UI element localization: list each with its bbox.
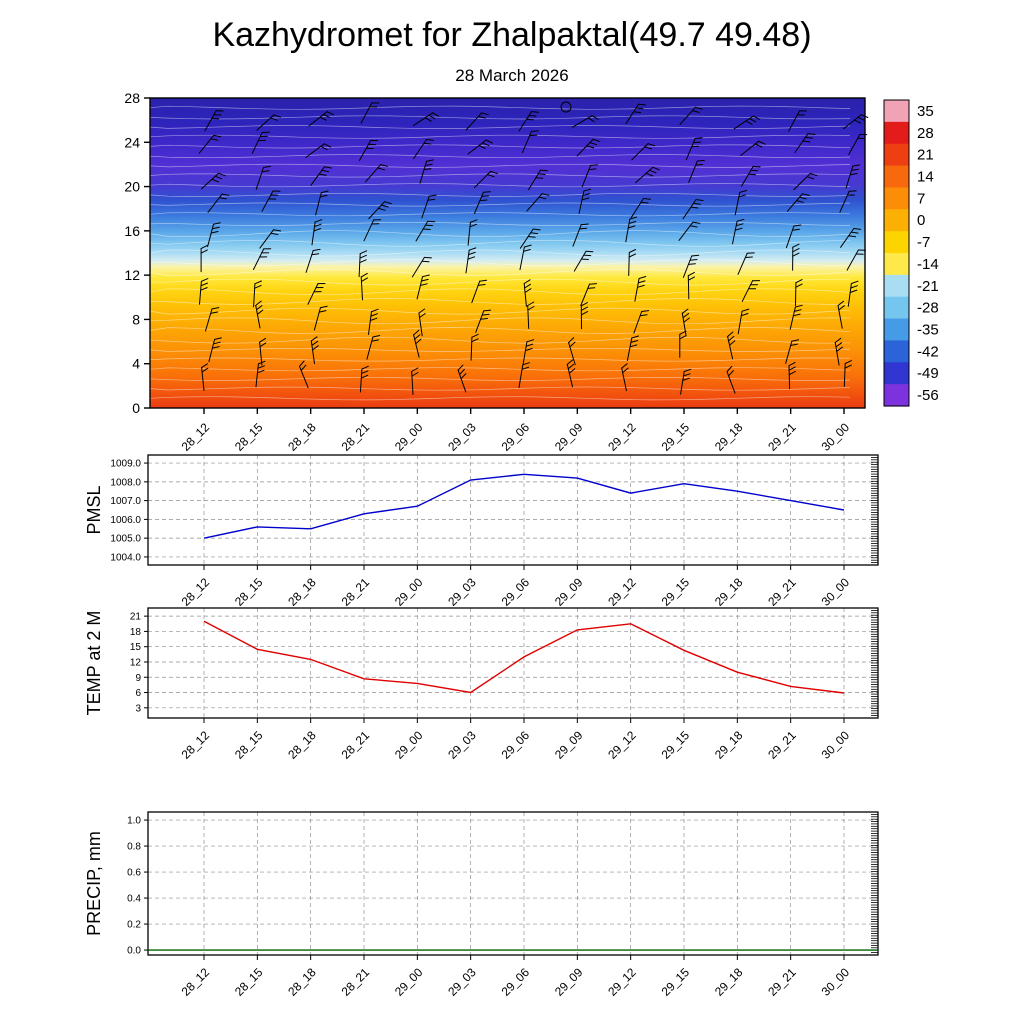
svg-text:24: 24 <box>124 134 140 150</box>
svg-text:29_00: 29_00 <box>392 965 426 999</box>
svg-text:29_12: 29_12 <box>605 965 639 999</box>
svg-text:TEMP at 2 M: TEMP at 2 M <box>84 611 104 716</box>
svg-text:29_15: 29_15 <box>659 965 693 999</box>
pmsl-chart: 1009.01008.01007.01006.01005.01004.028_1… <box>84 454 879 609</box>
svg-text:21: 21 <box>917 147 934 164</box>
svg-text:29_03: 29_03 <box>445 728 479 762</box>
svg-text:28_12: 28_12 <box>179 965 213 999</box>
svg-text:28_21: 28_21 <box>339 965 373 999</box>
svg-text:20: 20 <box>124 179 140 195</box>
svg-text:29_06: 29_06 <box>499 420 533 454</box>
svg-text:28_12: 28_12 <box>179 420 213 454</box>
page-title: Kazhydromet for Zhalpaktal(49.7 49.48) <box>212 16 812 54</box>
svg-text:21: 21 <box>130 612 142 623</box>
precip-chart: 1.0 0.8 0.6 0.4 0.2 0.0 28_12 28_15 28_18 28_21 29… <box>84 811 879 999</box>
svg-text:-7: -7 <box>917 234 930 251</box>
svg-text:1004.0: 1004.0 <box>110 552 141 563</box>
svg-text:-21: -21 <box>917 278 939 295</box>
svg-text:29_09: 29_09 <box>552 965 586 999</box>
svg-text:29_00: 29_00 <box>392 728 426 762</box>
svg-text:14: 14 <box>917 169 934 186</box>
svg-text:28_15: 28_15 <box>232 728 266 762</box>
svg-text:28: 28 <box>124 90 140 106</box>
svg-text:0: 0 <box>917 212 925 229</box>
svg-text:3: 3 <box>135 703 141 714</box>
svg-text:30_00: 30_00 <box>819 420 853 454</box>
svg-text:35: 35 <box>917 103 934 120</box>
svg-text:29_03: 29_03 <box>445 965 479 999</box>
svg-text:6: 6 <box>135 688 141 699</box>
svg-text:9: 9 <box>135 673 141 684</box>
svg-text:29_15: 29_15 <box>659 728 693 762</box>
svg-text:1006.0: 1006.0 <box>110 515 141 526</box>
svg-text:16: 16 <box>124 223 140 239</box>
svg-text:8: 8 <box>132 311 140 327</box>
svg-text:-42: -42 <box>917 343 939 360</box>
svg-text:29_18: 29_18 <box>712 965 746 999</box>
upper-air-temperature-chart: 0 4 8 12 16 20 24 28 28_12 28_15 28_18 28_21 29_00 29… <box>124 90 939 454</box>
svg-text:-49: -49 <box>917 365 939 382</box>
svg-text:29_12: 29_12 <box>605 420 639 454</box>
svg-text:30_00: 30_00 <box>819 728 853 762</box>
svg-text:28_21: 28_21 <box>339 420 373 454</box>
svg-text:28_12: 28_12 <box>179 728 213 762</box>
svg-text:12: 12 <box>130 657 142 668</box>
svg-text:0.6: 0.6 <box>127 868 141 879</box>
svg-text:29_00: 29_00 <box>392 420 426 454</box>
svg-text:29_21: 29_21 <box>765 420 799 454</box>
svg-text:1008.0: 1008.0 <box>110 477 141 488</box>
svg-text:0.4: 0.4 <box>127 894 141 905</box>
svg-text:28_18: 28_18 <box>285 965 319 999</box>
svg-text:28_21: 28_21 <box>339 728 373 762</box>
temp-2m-chart: 21 18 15 12 9 6 3 28_12 28_15 28_18 28_21 29_00 29_0… <box>84 607 879 762</box>
svg-text:29_09: 29_09 <box>552 728 586 762</box>
svg-text:29_03: 29_03 <box>445 420 479 454</box>
svg-text:1005.0: 1005.0 <box>110 534 141 545</box>
date-subtitle: 28 March 2026 <box>455 66 569 85</box>
svg-text:0: 0 <box>132 400 140 416</box>
svg-text:PRECIP, mm: PRECIP, mm <box>84 831 104 936</box>
svg-text:18: 18 <box>130 627 142 638</box>
svg-text:28_15: 28_15 <box>232 965 266 999</box>
svg-text:29_18: 29_18 <box>712 728 746 762</box>
svg-text:15: 15 <box>130 642 142 653</box>
svg-text:29_12: 29_12 <box>605 728 639 762</box>
svg-text:29_06: 29_06 <box>499 965 533 999</box>
svg-text:29_18: 29_18 <box>712 420 746 454</box>
svg-text:30_00: 30_00 <box>819 965 853 999</box>
svg-text:28_15: 28_15 <box>232 420 266 454</box>
svg-text:1007.0: 1007.0 <box>110 496 141 507</box>
svg-text:-56: -56 <box>917 387 939 404</box>
svg-text:PMSL: PMSL <box>84 485 104 534</box>
svg-text:29_09: 29_09 <box>552 420 586 454</box>
svg-text:29_21: 29_21 <box>765 965 799 999</box>
svg-text:0.0: 0.0 <box>127 946 141 957</box>
svg-text:28: 28 <box>917 125 934 142</box>
svg-text:0.2: 0.2 <box>127 920 141 931</box>
svg-text:29_15: 29_15 <box>659 420 693 454</box>
svg-text:-14: -14 <box>917 256 939 273</box>
svg-text:28_18: 28_18 <box>285 420 319 454</box>
svg-text:12: 12 <box>124 267 140 283</box>
svg-text:29_21: 29_21 <box>765 728 799 762</box>
svg-text:1009.0: 1009.0 <box>110 459 141 470</box>
svg-text:4: 4 <box>132 356 140 372</box>
svg-text:0.8: 0.8 <box>127 842 141 853</box>
svg-text:1.0: 1.0 <box>127 816 141 827</box>
svg-text:-35: -35 <box>917 322 939 339</box>
svg-text:29_06: 29_06 <box>499 728 533 762</box>
svg-text:-28: -28 <box>917 300 939 317</box>
svg-text:28_18: 28_18 <box>285 728 319 762</box>
svg-text:7: 7 <box>917 190 925 207</box>
